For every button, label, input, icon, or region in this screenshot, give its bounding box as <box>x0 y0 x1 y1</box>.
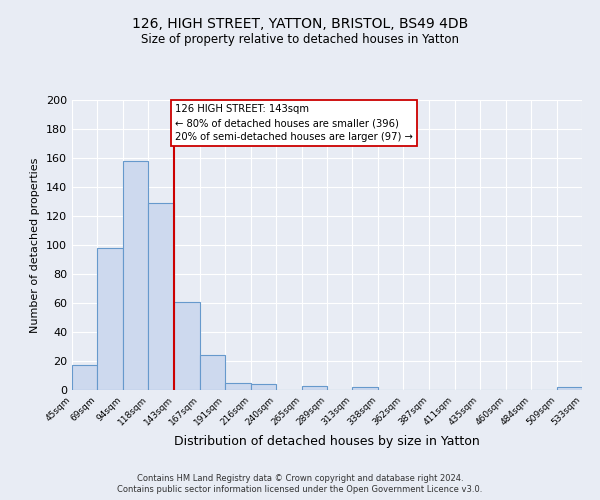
Bar <box>97 248 123 390</box>
Bar <box>200 355 224 390</box>
Bar <box>72 366 97 390</box>
Bar <box>302 386 327 390</box>
Bar <box>175 302 199 390</box>
Y-axis label: Number of detached properties: Number of detached properties <box>31 158 40 332</box>
Text: Contains HM Land Registry data © Crown copyright and database right 2024.
Contai: Contains HM Land Registry data © Crown c… <box>118 474 482 494</box>
Bar <box>352 387 378 390</box>
Bar <box>224 383 251 390</box>
Text: Size of property relative to detached houses in Yatton: Size of property relative to detached ho… <box>141 32 459 46</box>
Bar <box>148 203 175 390</box>
X-axis label: Distribution of detached houses by size in Yatton: Distribution of detached houses by size … <box>174 436 480 448</box>
Bar <box>123 161 148 390</box>
Bar <box>557 387 582 390</box>
Text: 126, HIGH STREET, YATTON, BRISTOL, BS49 4DB: 126, HIGH STREET, YATTON, BRISTOL, BS49 … <box>132 18 468 32</box>
Text: 126 HIGH STREET: 143sqm
← 80% of detached houses are smaller (396)
20% of semi-d: 126 HIGH STREET: 143sqm ← 80% of detache… <box>175 104 413 142</box>
Bar <box>251 384 276 390</box>
